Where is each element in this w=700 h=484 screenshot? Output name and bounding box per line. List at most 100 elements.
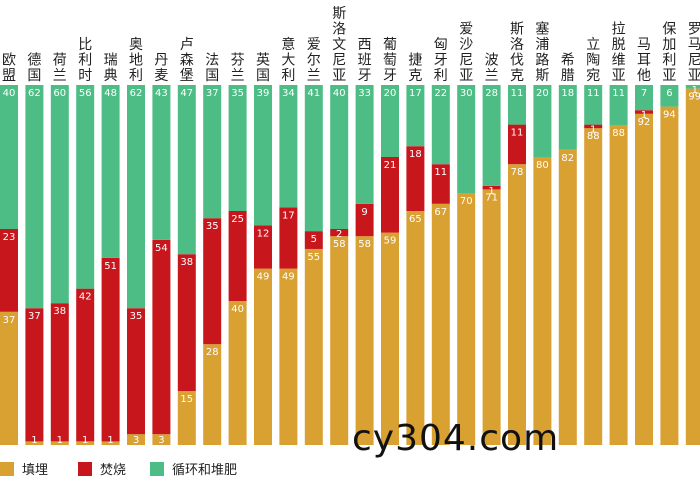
bar-cat-5-series-2 — [127, 85, 145, 309]
bar-cat-17-series-1 — [431, 164, 450, 204]
value-label-cat-1-series-1: 37 — [28, 311, 41, 322]
legend-label-series-1: 焚烧 — [100, 463, 126, 478]
bar-cat-11-series-1 — [279, 207, 298, 269]
category-label-cat-10: 英国 — [256, 52, 270, 85]
category-label-cat-13: 斯洛文尼亚 — [332, 6, 346, 84]
bar-cat-16-series-0 — [406, 211, 425, 445]
bar-cat-16-series-2 — [406, 85, 425, 147]
bar-cat-1-series-1 — [25, 308, 44, 442]
value-label-cat-16-series-2: 17 — [409, 88, 422, 99]
value-label-cat-4-series-2: 48 — [104, 88, 117, 99]
bar-cat-14-series-0 — [355, 236, 374, 445]
value-label-cat-0-series-0: 37 — [3, 315, 16, 326]
category-label-cat-27: 罗马尼亚 — [688, 22, 700, 85]
value-label-cat-22-series-0: 82 — [561, 153, 574, 164]
value-labels-group: 3723401376213860142561514833562354431538… — [3, 85, 700, 446]
watermark-text: cy304.com — [352, 418, 560, 459]
value-label-cat-27-series-2: 1 — [692, 85, 698, 96]
value-label-cat-26-series-0: 94 — [663, 110, 676, 121]
bar-cat-4-series-0 — [101, 441, 120, 445]
bar-cat-8-series-0 — [203, 344, 222, 445]
bar-cat-7-series-2 — [177, 85, 196, 255]
bar-cat-3-series-2 — [76, 85, 95, 289]
bar-cat-8-series-2 — [203, 85, 222, 219]
bar-cat-4-series-1 — [101, 257, 120, 442]
value-label-cat-9-series-0: 40 — [231, 304, 244, 315]
value-label-cat-14-series-1: 9 — [361, 207, 367, 218]
bar-cat-5-series-1 — [127, 308, 145, 435]
bar-cat-21-series-0 — [533, 157, 552, 445]
category-label-cat-11: 意大利 — [281, 36, 295, 84]
bars-group — [0, 85, 700, 446]
category-label-cat-3: 比利时 — [78, 37, 92, 84]
bar-cat-25-series-1 — [635, 110, 653, 114]
bar-cat-12-series-2 — [304, 85, 323, 232]
bar-cat-17-series-2 — [431, 85, 450, 165]
bar-cat-24-series-2 — [609, 85, 628, 125]
bar-cat-27-series-2 — [685, 85, 700, 89]
value-label-cat-9-series-1: 25 — [231, 214, 244, 225]
legend-swatch-series-0 — [0, 462, 14, 476]
bar-cat-11-series-0 — [279, 268, 298, 445]
bar-cat-26-series-2 — [660, 85, 679, 107]
value-label-cat-24-series-0: 88 — [612, 128, 625, 139]
value-label-cat-22-series-2: 18 — [561, 88, 574, 99]
value-label-cat-3-series-2: 56 — [79, 88, 92, 99]
value-label-cat-7-series-1: 38 — [180, 257, 193, 268]
value-label-cat-8-series-1: 35 — [206, 221, 219, 232]
bar-cat-19-series-1 — [482, 185, 501, 190]
value-label-cat-4-series-0: 1 — [107, 435, 113, 446]
bar-cat-1-series-2 — [25, 85, 44, 309]
bar-cat-3-series-1 — [76, 288, 95, 442]
value-label-cat-12-series-2: 41 — [307, 88, 320, 99]
bar-cat-15-series-1 — [381, 157, 399, 233]
bar-cat-23-series-2 — [584, 85, 603, 125]
bar-cat-2-series-1 — [50, 303, 69, 442]
value-label-cat-23-series-2: 11 — [587, 88, 600, 99]
category-label-cat-8: 法国 — [205, 53, 219, 85]
category-label-cat-1: 德国 — [27, 53, 41, 85]
value-label-cat-6-series-0: 3 — [158, 435, 164, 446]
bar-cat-14-series-1 — [355, 203, 374, 237]
bar-cat-20-series-1 — [508, 124, 526, 165]
value-label-cat-23-series-0: 88 — [587, 131, 600, 142]
bar-cat-22-series-2 — [558, 85, 577, 150]
value-label-cat-19-series-2: 28 — [485, 88, 498, 99]
value-label-cat-2-series-1: 38 — [53, 306, 66, 317]
value-label-cat-27-series-0: 99 — [688, 92, 700, 103]
bar-cat-13-series-0 — [330, 236, 349, 445]
value-label-cat-26-series-2: 6 — [666, 88, 672, 99]
bar-cat-25-series-2 — [635, 85, 653, 111]
bar-cat-7-series-0 — [177, 391, 196, 445]
category-label-cat-21: 塞浦路斯 — [535, 21, 549, 85]
value-label-cat-19-series-0: 71 — [485, 192, 498, 203]
legend-label-series-2: 循环和堆肥 — [172, 463, 237, 478]
value-label-cat-9-series-2: 35 — [231, 88, 244, 99]
legend: 填埋 焚烧 循环和堆肥 — [0, 462, 237, 478]
bar-cat-4-series-2 — [101, 85, 120, 258]
value-label-cat-8-series-0: 28 — [206, 347, 219, 358]
bar-cat-15-series-2 — [381, 85, 399, 157]
value-label-cat-1-series-0: 1 — [31, 435, 37, 446]
category-label-cat-7: 卢森堡 — [180, 37, 194, 84]
value-label-cat-18-series-2: 30 — [460, 88, 473, 99]
value-label-cat-2-series-0: 1 — [57, 435, 63, 446]
category-label-cat-26: 保加利亚 — [662, 22, 676, 85]
value-label-cat-11-series-1: 17 — [282, 210, 295, 221]
value-label-cat-2-series-2: 60 — [53, 88, 66, 99]
bar-cat-26-series-0 — [660, 106, 679, 445]
bar-cat-12-series-1 — [304, 231, 323, 249]
bar-cat-20-series-0 — [508, 164, 526, 445]
bar-cat-2-series-0 — [50, 441, 69, 445]
category-label-cat-20: 斯洛伐克 — [510, 22, 524, 85]
value-label-cat-1-series-2: 62 — [28, 88, 41, 99]
category-label-cat-14: 西班牙 — [358, 37, 372, 84]
value-label-cat-20-series-0: 78 — [511, 167, 524, 178]
value-label-cat-21-series-0: 80 — [536, 160, 549, 171]
value-label-cat-5-series-1: 35 — [130, 311, 143, 322]
bar-cat-19-series-0 — [482, 189, 501, 445]
bar-cat-5-series-0 — [127, 434, 145, 445]
bar-cat-11-series-2 — [279, 85, 298, 208]
bar-cat-0-series-1 — [0, 229, 18, 312]
